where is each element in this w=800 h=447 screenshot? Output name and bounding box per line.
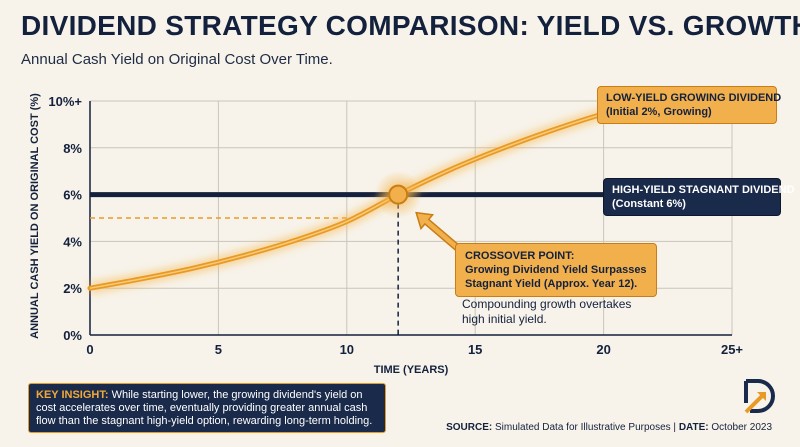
chart-subtitle: Annual Cash Yield on Original Cost Over … — [21, 51, 333, 68]
x-axis-label: TIME (YEARS) — [374, 364, 449, 376]
key-insight-box: KEY INSIGHT: While starting lower, the g… — [28, 383, 386, 433]
date-key: DATE: — [678, 422, 709, 433]
note-line1: Compounding growth overtakes — [462, 297, 632, 311]
crossover-callout: CROSSOVER POINT: Growing Dividend Yield … — [455, 243, 657, 297]
key-insight-text: While starting lower, the growing divide… — [36, 389, 373, 427]
y-tick-label: 8% — [63, 141, 82, 156]
y-tick-label: 2% — [63, 281, 82, 296]
x-tick-label: 0 — [86, 342, 93, 357]
crossover-callout-line2: Growing Dividend Yield Surpasses — [465, 264, 647, 276]
x-tick-label: 15 — [468, 342, 482, 357]
dividend-logo-icon — [744, 379, 775, 414]
key-insight-label: KEY INSIGHT: — [36, 389, 109, 401]
x-tick-label: 20 — [596, 342, 610, 357]
y-tick-label: 0% — [63, 328, 82, 343]
stagnant-callout-title: HIGH-YIELD STAGNANT DIVIDEND — [612, 184, 795, 196]
crossover-note: Compounding growth overtakes high initia… — [462, 297, 631, 327]
x-tick-label: 5 — [215, 342, 222, 357]
y-tick-label: 4% — [63, 234, 82, 249]
source-key: SOURCE: — [446, 422, 493, 433]
growing-callout-detail: (Initial 2%, Growing) — [606, 106, 712, 118]
y-tick-label: 10%+ — [48, 94, 82, 109]
source-text: Simulated Data for Illustrative Purposes… — [492, 422, 679, 433]
growing-dividend-callout: LOW-YIELD GROWING DIVIDEND (Initial 2%, … — [597, 86, 782, 124]
y-axis-label: ANNUAL CASH YIELD ON ORIGINAL COST (%) — [29, 93, 41, 339]
crossover-callout-title: CROSSOVER POINT: — [465, 250, 575, 262]
grid — [89, 100, 733, 336]
crossover-group — [374, 170, 423, 219]
y-tick-label: 6% — [63, 188, 82, 203]
crossover-arrow — [415, 211, 464, 254]
stagnant-callout-detail: (Constant 6%) — [612, 198, 686, 210]
reference-lines — [90, 194, 399, 335]
x-tick-label: 10 — [340, 342, 354, 357]
crossover-callout-line3: Stagnant Yield (Approx. Year 12). — [465, 278, 638, 290]
crossover-point-marker — [388, 184, 409, 205]
date-text: October 2023 — [708, 422, 772, 433]
chart-title: DIVIDEND STRATEGY COMPARISON: YIELD VS. … — [21, 10, 800, 41]
note-line2: high initial yield. — [462, 312, 547, 326]
source-line: SOURCE: Simulated Data for Illustrative … — [446, 422, 772, 433]
x-tick-label: 25+ — [721, 342, 743, 357]
growing-callout-title: LOW-YIELD GROWING DIVIDEND — [606, 92, 782, 104]
crossover-arrow-shape — [415, 211, 464, 254]
tick-labels: 0% 2% 4% 6% 8% 10%+ 0 5 10 15 20 25+ — [48, 94, 743, 357]
axes — [89, 101, 732, 336]
stagnant-dividend-callout: HIGH-YIELD STAGNANT DIVIDEND (Constant 6… — [603, 178, 795, 216]
